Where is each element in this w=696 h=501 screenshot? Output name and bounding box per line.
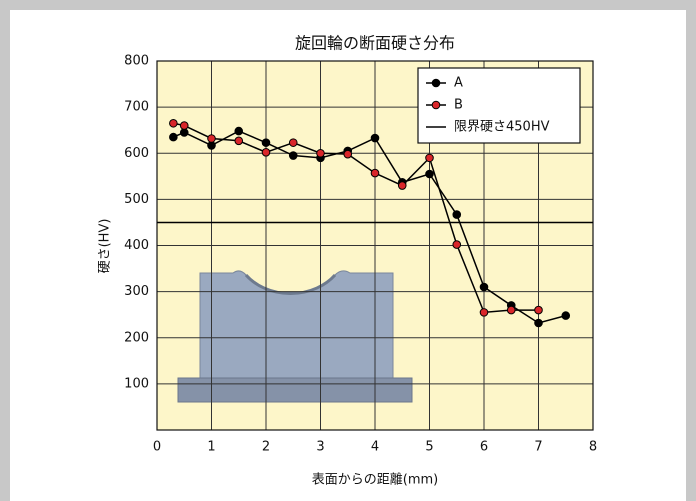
series-line <box>173 130 566 324</box>
data-point <box>261 148 271 157</box>
data-point <box>343 149 353 159</box>
legend-label: 限界硬さ450HV <box>454 120 550 135</box>
legend-marker <box>431 78 441 88</box>
data-point <box>506 305 516 315</box>
x-axis-label: 表面からの距離(mm) <box>312 473 438 488</box>
data-point <box>425 153 434 163</box>
chart-title: 旋回輪の断面硬さ分布 <box>295 34 455 53</box>
data-point <box>261 138 271 147</box>
data-point <box>234 136 244 146</box>
data-point <box>207 134 216 143</box>
data-point <box>288 138 298 147</box>
x-tick-label: 3 <box>316 440 324 455</box>
data-point <box>479 308 489 317</box>
data-point <box>288 151 298 160</box>
x-tick-label: 8 <box>589 440 597 455</box>
x-tick-label: 1 <box>207 440 215 455</box>
data-point <box>397 181 407 190</box>
y-tick-label: 200 <box>124 330 149 345</box>
data-point <box>316 148 325 158</box>
data-point <box>370 133 380 143</box>
x-tick-label: 4 <box>371 440 379 455</box>
data-point <box>452 240 462 249</box>
data-layer: 0 1 2 3 4 5 6 7 8 100 200 300 400 500 600 700 800 AB 限界硬さ4… <box>124 54 597 455</box>
x-tick-label: 0 <box>153 440 161 455</box>
data-point <box>479 282 489 292</box>
x-tick-label: 7 <box>534 440 542 455</box>
data-point <box>452 210 462 219</box>
y-tick-label: 600 <box>124 146 149 161</box>
data-point <box>179 121 189 130</box>
y-tick-label: 800 <box>124 54 149 69</box>
x-tick-label: 2 <box>262 440 270 455</box>
y-tick-label: 400 <box>124 238 149 253</box>
legend-marker <box>431 100 441 110</box>
photo-inset <box>177 270 413 403</box>
y-tick-label: 100 <box>124 376 149 391</box>
data-point <box>234 126 244 136</box>
data-point <box>370 168 380 178</box>
data-point <box>534 318 543 328</box>
legend-label: A <box>454 76 463 91</box>
data-point <box>425 169 434 179</box>
y-tick-label: 500 <box>124 192 149 207</box>
legend-label: B <box>454 98 463 113</box>
data-point <box>561 311 571 320</box>
plot-border <box>156 60 594 431</box>
data-point <box>534 305 543 315</box>
y-axis-label: 硬さ(HV) <box>98 219 113 274</box>
y-tick-label: 700 <box>124 100 149 115</box>
x-tick-label: 5 <box>425 440 433 455</box>
data-point <box>169 132 178 142</box>
y-tick-label: 300 <box>124 284 149 299</box>
data-point <box>169 118 178 128</box>
x-tick-label: 6 <box>480 440 488 455</box>
